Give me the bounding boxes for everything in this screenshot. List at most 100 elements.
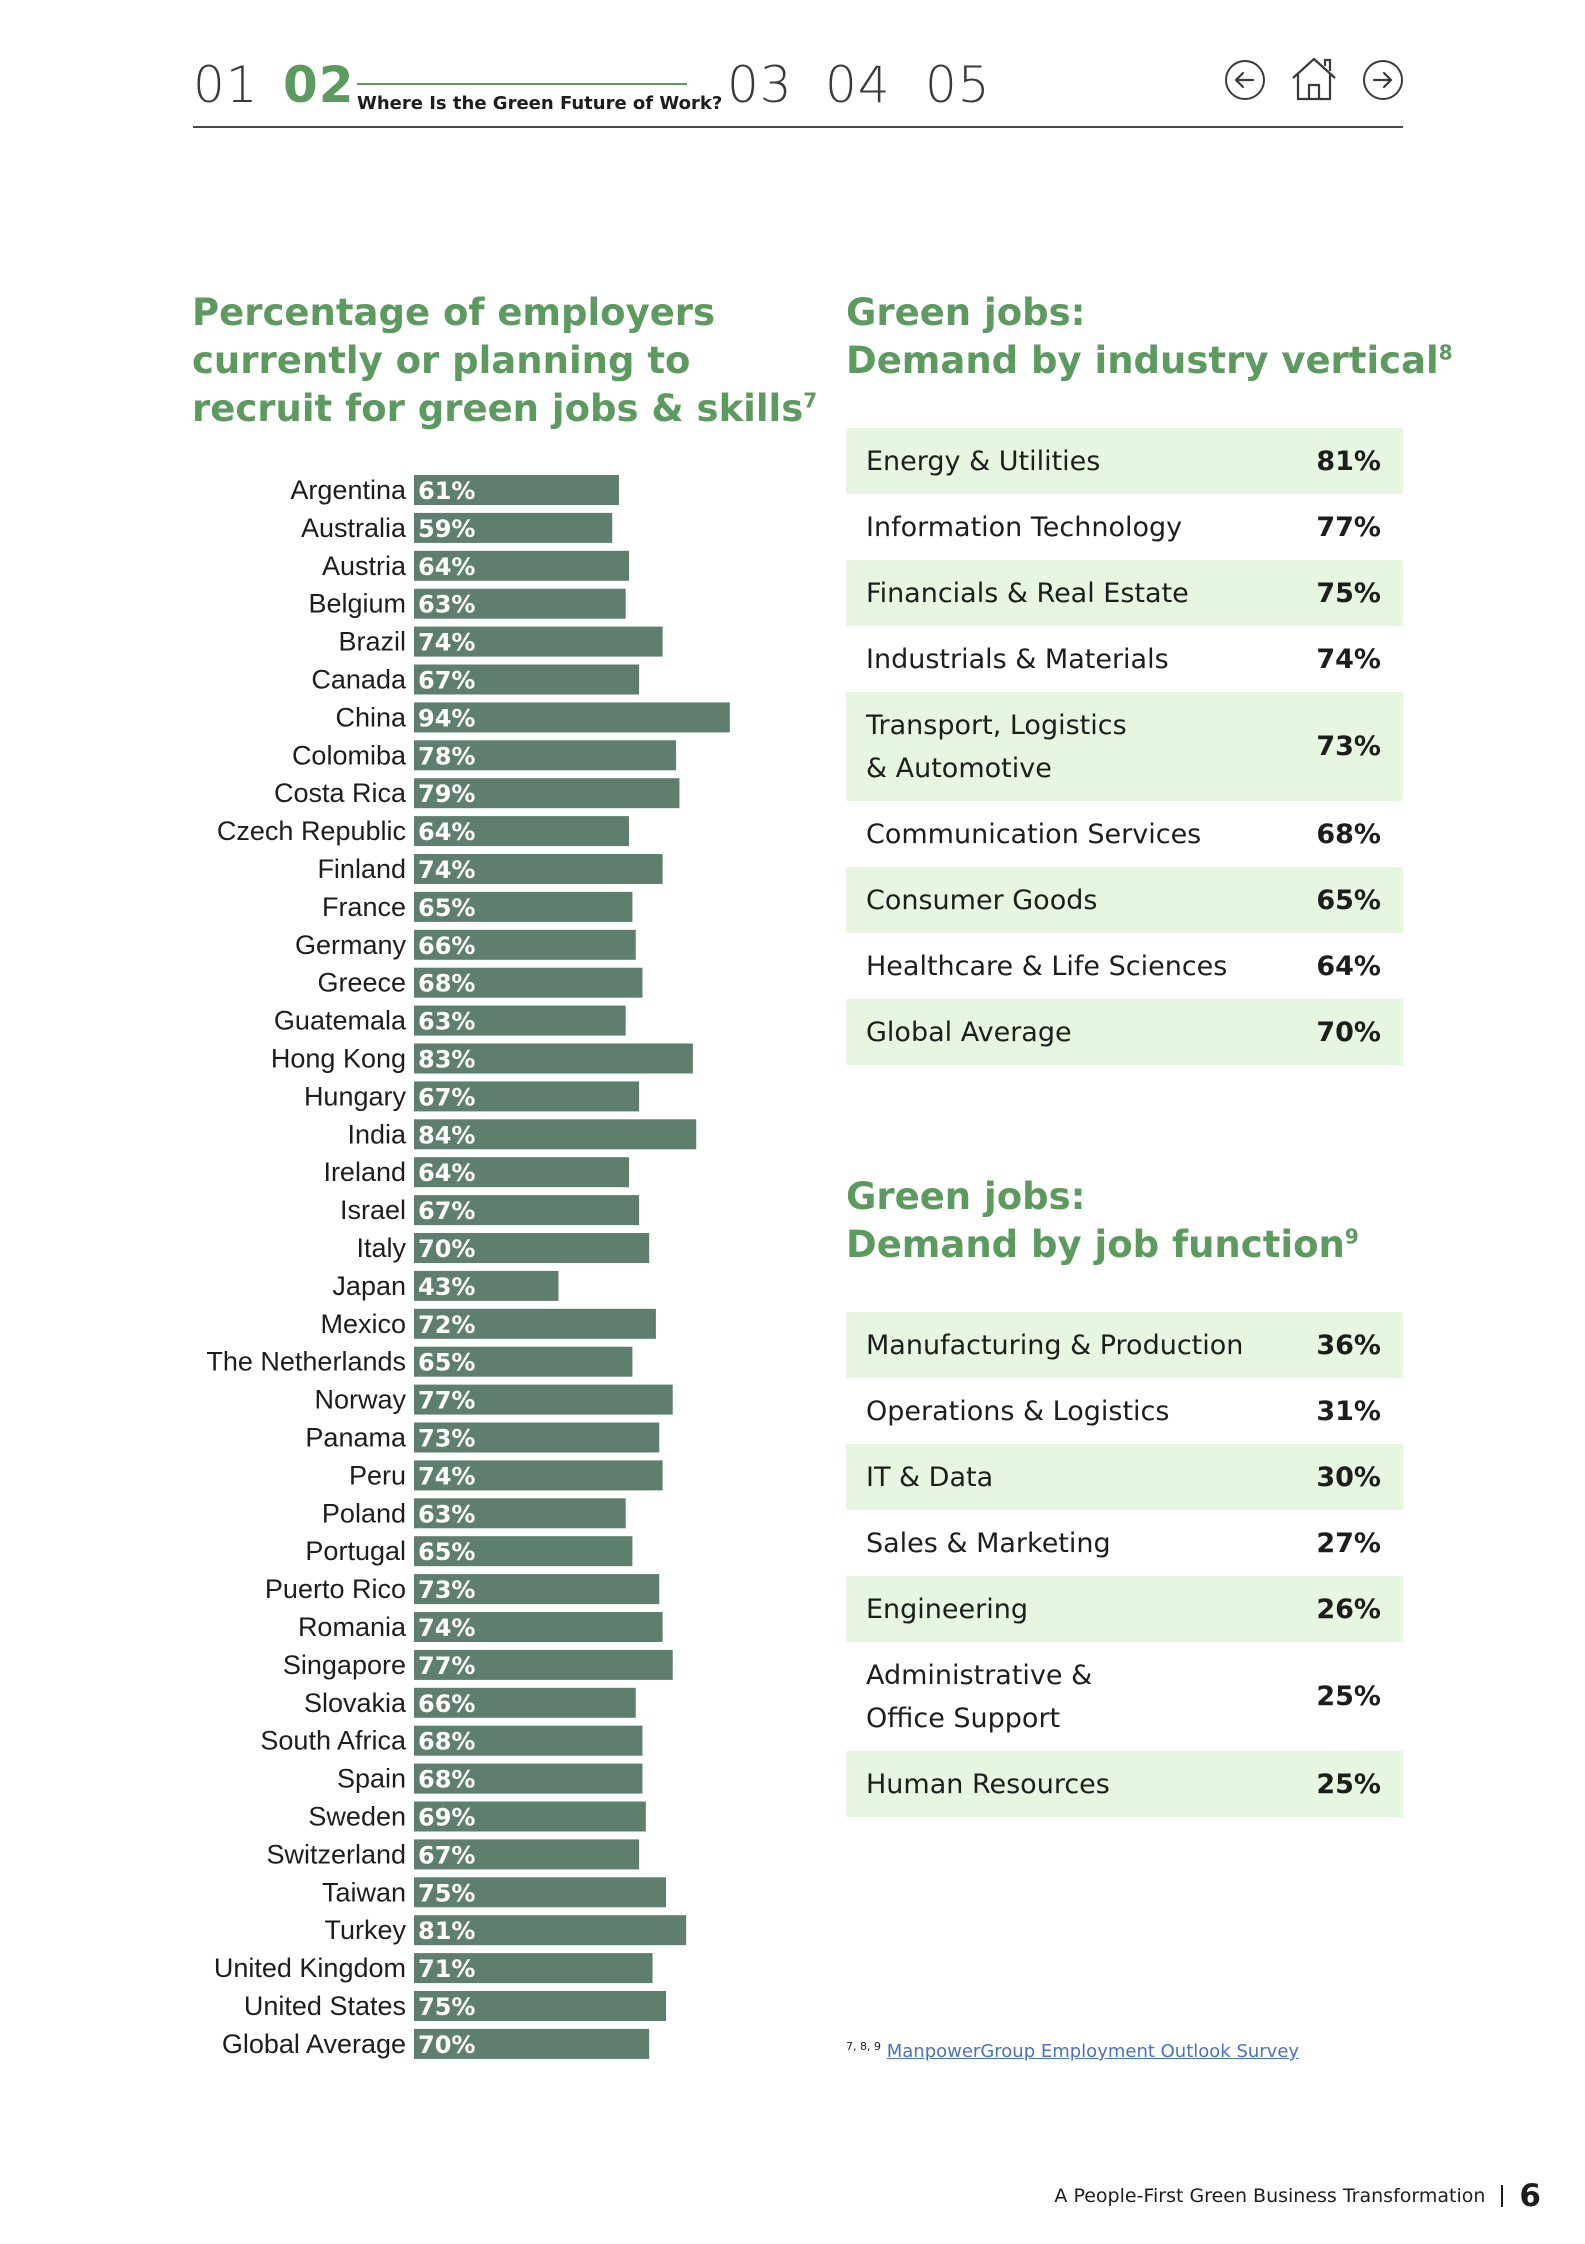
category-label: Switzerland xyxy=(266,1839,406,1869)
row-value: 30% xyxy=(1316,1461,1381,1493)
row-label: Engineering xyxy=(866,1588,1028,1631)
table-row: Communication Services 68% xyxy=(846,801,1403,867)
bar xyxy=(414,1195,640,1226)
bar-row: Taiwan 75% xyxy=(322,1877,666,1908)
nav-section-05[interactable]: 05 xyxy=(925,56,991,114)
nav-section-01[interactable]: 01 xyxy=(193,56,259,114)
bar-row: The Netherlands 65% xyxy=(206,1346,633,1377)
value-label: 65% xyxy=(418,894,475,922)
category-label: Canada xyxy=(311,665,407,695)
row-label: Global Average xyxy=(866,1011,1072,1054)
bar xyxy=(414,1043,693,1074)
value-label: 64% xyxy=(418,1159,475,1187)
value-label: 70% xyxy=(418,2031,475,2059)
bar xyxy=(414,1725,643,1756)
category-label: Panama xyxy=(305,1423,407,1453)
bar-row: Singapore 77% xyxy=(283,1649,673,1680)
bar-row: Peru 74% xyxy=(349,1460,663,1491)
arrow-right-icon[interactable] xyxy=(1361,58,1405,102)
category-label: South Africa xyxy=(260,1726,407,1756)
row-label: Consumer Goods xyxy=(866,879,1097,922)
table-row: Global Average 70% xyxy=(846,999,1403,1065)
row-label-line: Healthcare & Life Sciences xyxy=(866,950,1228,982)
bar-row: India 84% xyxy=(347,1119,697,1150)
value-label: 94% xyxy=(418,704,475,732)
category-label: Sweden xyxy=(308,1802,406,1832)
bar xyxy=(414,475,619,505)
bar xyxy=(414,891,633,922)
bar xyxy=(414,626,663,657)
bar-row: Hong Kong 83% xyxy=(271,1043,693,1074)
nav-section-04[interactable]: 04 xyxy=(825,56,891,114)
table-row: Industrials & Materials 74% xyxy=(846,626,1403,692)
bar-row: Ireland 64% xyxy=(323,1157,630,1188)
row-label-line: Energy & Utilities xyxy=(866,445,1101,477)
bar xyxy=(414,1308,656,1339)
bar xyxy=(414,1119,697,1150)
nav-section-03[interactable]: 03 xyxy=(727,56,793,114)
bar xyxy=(414,550,630,581)
bar-row: Guatemala 63% xyxy=(274,1005,626,1036)
bar xyxy=(414,854,663,884)
home-icon[interactable] xyxy=(1289,54,1339,104)
value-label: 67% xyxy=(418,1083,475,1111)
table-row: Information Technology 77% xyxy=(846,494,1403,560)
bar xyxy=(414,1498,626,1529)
row-label-line: Information Technology xyxy=(866,511,1183,543)
industry-table: Energy & Utilities 81% Information Technol… xyxy=(846,428,1403,1065)
category-label: Costa Rica xyxy=(274,778,407,808)
row-label: Transport, Logistics & Automotive xyxy=(866,704,1127,790)
top-nav: 01 02 Where Is the Green Future of Work?… xyxy=(193,52,1403,128)
value-label: 64% xyxy=(418,818,475,846)
bar xyxy=(414,929,636,960)
value-label: 66% xyxy=(418,932,475,960)
row-label: Administrative & Office Support xyxy=(866,1654,1092,1740)
category-label: Mexico xyxy=(320,1309,406,1339)
value-label: 73% xyxy=(418,1576,475,1604)
value-label: 68% xyxy=(418,1728,475,1756)
row-label: IT & Data xyxy=(866,1456,993,1499)
bar-row: South Africa 68% xyxy=(260,1725,643,1756)
industry-heading: Green jobs: Demand by industry vertical8 xyxy=(846,289,1453,385)
category-label: Peru xyxy=(349,1460,406,1490)
bar-row: Canada 67% xyxy=(311,664,640,695)
source-link[interactable]: ManpowerGroup Employment Outlook Survey xyxy=(886,2041,1300,2062)
table-row: Energy & Utilities 81% xyxy=(846,428,1403,494)
value-label: 77% xyxy=(418,1652,475,1680)
bar-row: Global Average 70% xyxy=(222,2028,650,2059)
bar xyxy=(414,778,680,809)
row-label-line: Industrials & Materials xyxy=(866,643,1169,675)
row-value: 27% xyxy=(1316,1527,1381,1559)
bar xyxy=(414,1763,643,1794)
bar-row: Panama 73% xyxy=(305,1422,660,1453)
category-label: Belgium xyxy=(308,589,406,619)
category-label: Singapore xyxy=(283,1650,406,1680)
category-label: Norway xyxy=(314,1385,406,1415)
bar xyxy=(414,512,613,543)
bar xyxy=(414,2028,650,2059)
value-label: 74% xyxy=(418,856,475,884)
row-label: Operations & Logistics xyxy=(866,1390,1169,1433)
arrow-left-icon[interactable] xyxy=(1223,58,1267,102)
nav-section-02[interactable]: 02 xyxy=(283,56,355,114)
table-row: Manufacturing & Production 36% xyxy=(846,1312,1403,1378)
bar xyxy=(414,1536,633,1567)
footnote-mark: 9 xyxy=(1344,1224,1359,1249)
category-label: Romania xyxy=(298,1612,407,1642)
value-label: 69% xyxy=(418,1804,475,1832)
bar-row: United States 75% xyxy=(244,1991,666,2021)
row-label-line: & Automotive xyxy=(866,752,1052,784)
value-label: 66% xyxy=(418,1690,475,1718)
category-label: Portugal xyxy=(305,1536,406,1566)
bar xyxy=(414,1839,640,1870)
bar-row: Belgium 63% xyxy=(308,588,626,619)
row-label-line: Communication Services xyxy=(866,818,1202,850)
bar-row: Spain 68% xyxy=(337,1763,643,1794)
bar xyxy=(414,1270,559,1301)
value-label: 78% xyxy=(418,742,475,770)
table-row: Transport, Logistics & Automotive 73% xyxy=(846,692,1403,801)
bar-row: United Kingdom 71% xyxy=(214,1953,653,1984)
bar xyxy=(414,1649,673,1680)
category-label: Turkey xyxy=(324,1915,406,1945)
category-label: Italy xyxy=(356,1233,406,1263)
